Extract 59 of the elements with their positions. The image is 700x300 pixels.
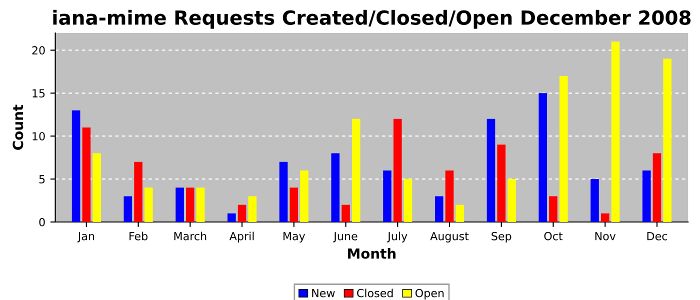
bar	[352, 118, 360, 222]
legend-label: Open	[415, 288, 444, 300]
bar	[456, 204, 464, 222]
bar	[590, 179, 599, 222]
bar	[497, 144, 506, 222]
bar	[228, 213, 236, 222]
bar	[663, 58, 672, 222]
bar	[600, 213, 610, 222]
x-tick-label: Sep	[492, 232, 512, 242]
y-tick-label: 5	[39, 175, 45, 184]
bar	[176, 188, 184, 222]
x-tick-label: June	[333, 232, 358, 242]
y-tick-label: 20	[32, 46, 45, 55]
bar	[238, 204, 246, 222]
bar	[300, 170, 308, 222]
bar	[383, 170, 392, 222]
bar	[196, 188, 205, 222]
bar	[186, 188, 194, 222]
bar	[549, 196, 558, 222]
bar	[559, 76, 568, 222]
legend-label: Closed	[357, 288, 393, 298]
y-tick-label: 0	[39, 218, 45, 226]
x-tick-label: Dec	[647, 232, 668, 240]
x-tick-label: Oct	[544, 232, 563, 240]
bar	[652, 153, 662, 222]
bar	[92, 153, 101, 222]
x-tick-label: Feb	[130, 232, 148, 240]
bar	[434, 196, 444, 222]
bar	[342, 204, 350, 222]
bar	[508, 179, 516, 222]
x-tick-label: April	[229, 232, 254, 242]
legend-label: New	[312, 289, 335, 298]
bar	[134, 162, 142, 222]
bar	[642, 170, 651, 222]
x-tick-label: July	[387, 232, 408, 242]
bar	[290, 188, 298, 222]
bar	[248, 196, 257, 222]
bar	[404, 179, 412, 222]
x-axis-title: Month	[348, 248, 396, 259]
y-tick-label: 10	[32, 132, 45, 140]
bar	[72, 110, 80, 222]
x-tick-label: August	[430, 232, 469, 242]
x-tick-label: May	[284, 232, 306, 242]
x-tick-label: March	[174, 232, 206, 240]
y-axis-title: Count	[12, 104, 24, 150]
bar	[538, 93, 548, 222]
bar	[486, 118, 496, 222]
y-tick-label: 15	[32, 89, 45, 98]
bar	[124, 196, 132, 222]
bar	[445, 170, 454, 222]
bar	[393, 118, 402, 222]
bar	[279, 162, 288, 222]
bar	[82, 128, 91, 222]
chart-title: iana-mime Requests Created/Closed/Open December 2008	[53, 10, 691, 29]
bar	[331, 153, 340, 222]
x-tick-label: Jan	[77, 232, 94, 242]
bar	[144, 188, 153, 222]
x-tick-label: Nov	[595, 232, 616, 240]
bar	[611, 42, 620, 222]
